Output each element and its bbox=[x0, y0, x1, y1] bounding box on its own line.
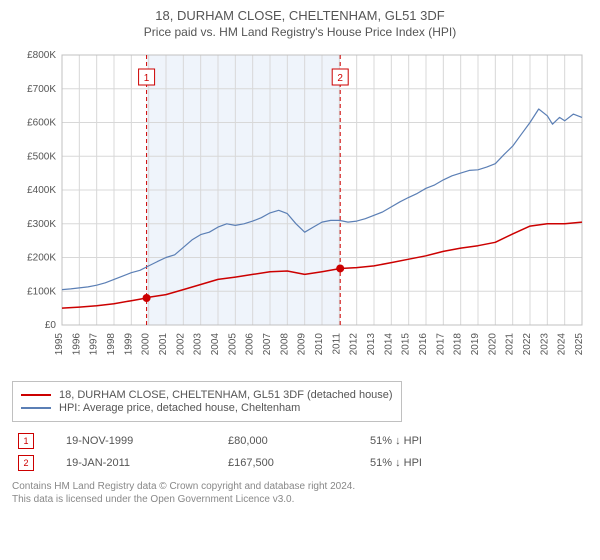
svg-text:£200K: £200K bbox=[27, 253, 56, 264]
svg-text:2014: 2014 bbox=[383, 333, 394, 356]
svg-text:£100K: £100K bbox=[27, 286, 56, 297]
svg-text:2013: 2013 bbox=[366, 333, 377, 356]
transaction-price: £80,000 bbox=[222, 430, 364, 452]
footer-note: Contains HM Land Registry data © Crown c… bbox=[12, 480, 588, 506]
transaction-date: 19-NOV-1999 bbox=[60, 430, 222, 452]
svg-text:1998: 1998 bbox=[106, 333, 117, 356]
svg-text:2021: 2021 bbox=[505, 333, 516, 356]
legend-label: HPI: Average price, detached house, Chel… bbox=[59, 402, 300, 414]
svg-text:2: 2 bbox=[337, 73, 343, 84]
svg-text:2016: 2016 bbox=[418, 333, 429, 356]
svg-text:1: 1 bbox=[144, 73, 150, 84]
footer-line-1: Contains HM Land Registry data © Crown c… bbox=[12, 481, 355, 492]
svg-text:2023: 2023 bbox=[539, 333, 550, 356]
svg-text:2005: 2005 bbox=[227, 333, 238, 356]
svg-text:1996: 1996 bbox=[71, 333, 82, 356]
svg-text:2012: 2012 bbox=[349, 333, 360, 356]
transaction-pct: 51% ↓ HPI bbox=[364, 452, 588, 474]
legend-row: HPI: Average price, detached house, Chel… bbox=[21, 402, 393, 414]
svg-text:2000: 2000 bbox=[141, 333, 152, 356]
svg-text:£300K: £300K bbox=[27, 219, 56, 230]
chart-title-sub: Price paid vs. HM Land Registry's House … bbox=[12, 25, 588, 39]
svg-text:2002: 2002 bbox=[175, 333, 186, 356]
svg-text:2025: 2025 bbox=[574, 333, 585, 356]
svg-text:2011: 2011 bbox=[331, 333, 342, 355]
transaction-pct: 51% ↓ HPI bbox=[364, 430, 588, 452]
svg-text:1995: 1995 bbox=[54, 333, 65, 356]
transaction-marker: 2 bbox=[18, 455, 34, 471]
legend-row: 18, DURHAM CLOSE, CHELTENHAM, GL51 3DF (… bbox=[21, 389, 393, 401]
table-row: 2 19-JAN-2011£167,50051% ↓ HPI bbox=[12, 452, 588, 474]
legend-label: 18, DURHAM CLOSE, CHELTENHAM, GL51 3DF (… bbox=[59, 389, 393, 401]
transaction-marker: 1 bbox=[18, 433, 34, 449]
svg-text:£800K: £800K bbox=[27, 50, 56, 61]
svg-text:2009: 2009 bbox=[297, 333, 308, 356]
svg-text:2020: 2020 bbox=[487, 333, 498, 356]
svg-text:1999: 1999 bbox=[123, 333, 134, 356]
svg-text:£700K: £700K bbox=[27, 84, 56, 95]
table-row: 1 19-NOV-1999£80,00051% ↓ HPI bbox=[12, 430, 588, 452]
svg-text:1997: 1997 bbox=[89, 333, 100, 356]
chart-container: 18, DURHAM CLOSE, CHELTENHAM, GL51 3DF P… bbox=[0, 0, 600, 516]
svg-text:£400K: £400K bbox=[27, 185, 56, 196]
svg-text:2001: 2001 bbox=[158, 333, 169, 356]
svg-text:2007: 2007 bbox=[262, 333, 273, 356]
legend-swatch bbox=[21, 407, 51, 409]
svg-text:£0: £0 bbox=[45, 320, 57, 331]
svg-text:2010: 2010 bbox=[314, 333, 325, 356]
svg-text:2017: 2017 bbox=[435, 333, 446, 356]
svg-text:2003: 2003 bbox=[193, 333, 204, 356]
svg-text:2008: 2008 bbox=[279, 333, 290, 356]
svg-text:£500K: £500K bbox=[27, 151, 56, 162]
transaction-price: £167,500 bbox=[222, 452, 364, 474]
svg-text:2024: 2024 bbox=[557, 333, 568, 356]
price-chart: £0 £100K £200K £300K £400K £500K £600K £700K £80… bbox=[12, 45, 588, 375]
svg-text:2018: 2018 bbox=[453, 333, 464, 356]
svg-text:2015: 2015 bbox=[401, 333, 412, 356]
legend-swatch bbox=[21, 394, 51, 396]
svg-text:2004: 2004 bbox=[210, 333, 221, 356]
svg-text:£600K: £600K bbox=[27, 118, 56, 129]
transactions-table: 1 19-NOV-1999£80,00051% ↓ HPI 2 19-JAN-2011… bbox=[12, 430, 588, 474]
footer-line-2: This data is licensed under the Open Gov… bbox=[12, 494, 294, 505]
svg-text:2006: 2006 bbox=[245, 333, 256, 356]
chart-title-main: 18, DURHAM CLOSE, CHELTENHAM, GL51 3DF bbox=[12, 8, 588, 23]
legend: 18, DURHAM CLOSE, CHELTENHAM, GL51 3DF (… bbox=[12, 381, 402, 422]
transaction-date: 19-JAN-2011 bbox=[60, 452, 222, 474]
svg-text:2022: 2022 bbox=[522, 333, 533, 356]
svg-text:2019: 2019 bbox=[470, 333, 481, 356]
